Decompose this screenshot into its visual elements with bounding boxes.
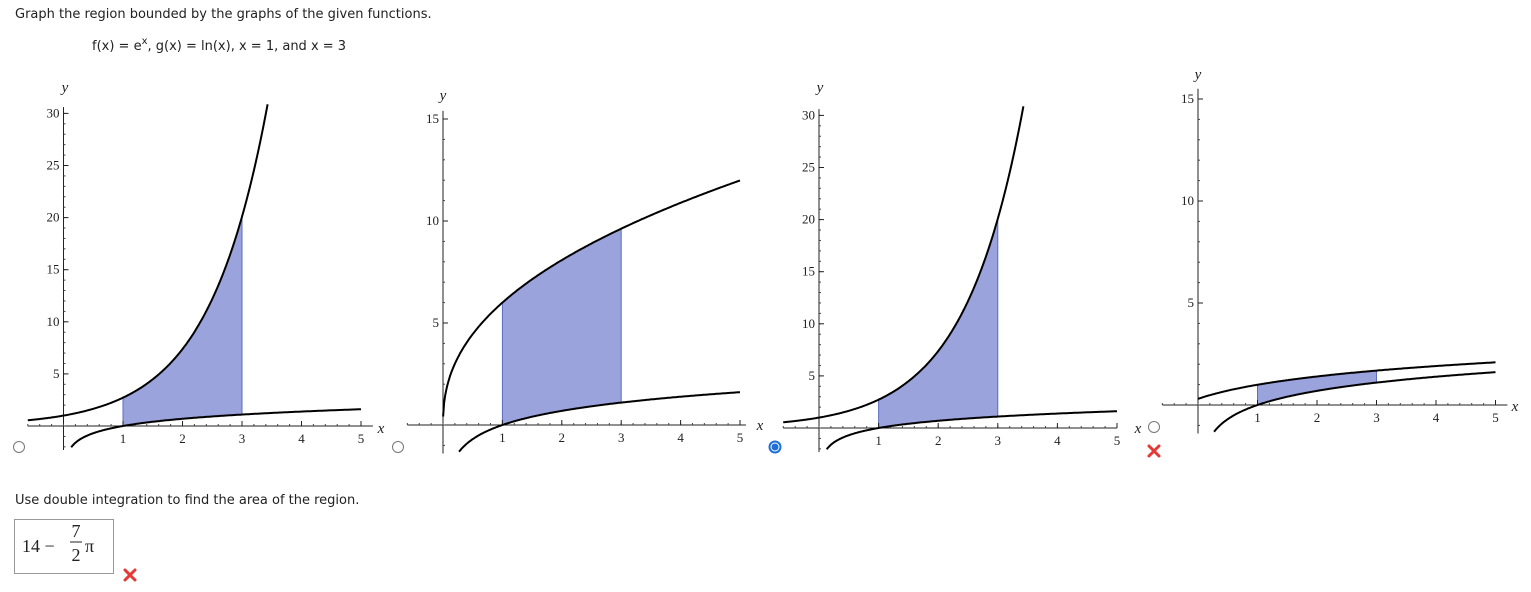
y-tick-label: 30 xyxy=(47,105,60,120)
curve xyxy=(1197,361,1496,400)
y-tick-label: 10 xyxy=(426,213,439,228)
y-tick-label: 25 xyxy=(47,158,60,173)
x-tick-label: 5 xyxy=(737,430,744,445)
x-axis-label: x xyxy=(1134,421,1142,437)
x-axis-label: x xyxy=(1511,399,1519,415)
wrong-mark xyxy=(1147,444,1161,458)
x-tick-label: 2 xyxy=(179,431,186,446)
y-tick-label: 10 xyxy=(1181,193,1194,208)
option-radio[interactable] xyxy=(1148,421,1160,433)
y-tick-label: 20 xyxy=(47,210,60,225)
answer-symbol: π xyxy=(85,536,94,556)
answer-denominator: 2 xyxy=(72,545,81,565)
x-tick-label: 1 xyxy=(875,433,882,448)
y-tick-label: 5 xyxy=(1188,295,1195,310)
x-tick-label: 5 xyxy=(358,431,365,446)
x-tick-label: 5 xyxy=(1114,433,1121,448)
y-axis-label: y xyxy=(1193,67,1202,83)
y-tick-label: 25 xyxy=(802,160,815,175)
functions-rest: , g(x) = ln(x), x = 1, and x = 3 xyxy=(148,39,347,54)
y-axis-label: y xyxy=(438,88,447,104)
x-tick-label: 2 xyxy=(1314,410,1321,425)
shaded-region xyxy=(878,218,999,429)
answer-box[interactable] xyxy=(14,519,114,574)
functions-exponent: x xyxy=(142,36,148,47)
curve xyxy=(442,179,741,417)
y-tick-label: 5 xyxy=(53,366,60,381)
x-tick-label: 3 xyxy=(618,430,625,445)
functions-lead: f(x) = e xyxy=(92,39,142,54)
curve xyxy=(783,106,1025,424)
x-tick-label: 4 xyxy=(1433,410,1440,425)
x-tick-label: 3 xyxy=(239,431,246,446)
curve xyxy=(825,410,1118,450)
x-tick-label: 4 xyxy=(1054,433,1061,448)
x-tick-label: 5 xyxy=(1492,410,1499,425)
curve xyxy=(27,104,269,422)
curve xyxy=(1213,371,1496,433)
x-tick-label: 3 xyxy=(1373,410,1380,425)
y-tick-label: 10 xyxy=(47,314,60,329)
option-radio[interactable] xyxy=(13,441,25,453)
shaded-region xyxy=(122,216,243,427)
x-tick-label: 1 xyxy=(120,431,127,446)
instruction: Graph the region bounded by the graphs o… xyxy=(15,7,432,22)
option-radio-dot xyxy=(771,443,779,451)
x-axis-label: x xyxy=(756,418,764,434)
y-tick-label: 5 xyxy=(433,315,440,330)
answer-lead: 14 − xyxy=(22,536,55,556)
question: Use double integration to find the area … xyxy=(15,493,359,508)
y-tick-label: 30 xyxy=(802,107,815,122)
y-tick-label: 15 xyxy=(802,264,815,279)
y-tick-label: 10 xyxy=(802,316,815,331)
option-radio[interactable] xyxy=(392,441,404,453)
x-tick-label: 4 xyxy=(298,431,305,446)
functions: f(x) = ex, g(x) = ln(x), x = 1, and x = … xyxy=(92,36,346,54)
y-tick-label: 5 xyxy=(809,368,816,383)
wrong-mark xyxy=(123,568,137,582)
x-axis-label: x xyxy=(377,421,385,437)
x-tick-label: 1 xyxy=(1254,410,1261,425)
y-axis-label: y xyxy=(60,80,69,96)
y-tick-label: 20 xyxy=(802,212,815,227)
y-tick-label: 15 xyxy=(426,111,439,126)
curve xyxy=(70,408,362,448)
curve xyxy=(458,391,740,453)
x-tick-label: 1 xyxy=(499,430,506,445)
shaded-region xyxy=(501,227,622,426)
y-tick-label: 15 xyxy=(1181,91,1194,106)
answer-numerator: 7 xyxy=(72,521,81,541)
x-tick-label: 4 xyxy=(677,430,684,445)
x-tick-label: 2 xyxy=(559,430,566,445)
x-tick-label: 3 xyxy=(995,433,1002,448)
y-axis-label: y xyxy=(815,80,824,96)
x-tick-label: 2 xyxy=(935,433,942,448)
y-tick-label: 15 xyxy=(47,262,60,277)
